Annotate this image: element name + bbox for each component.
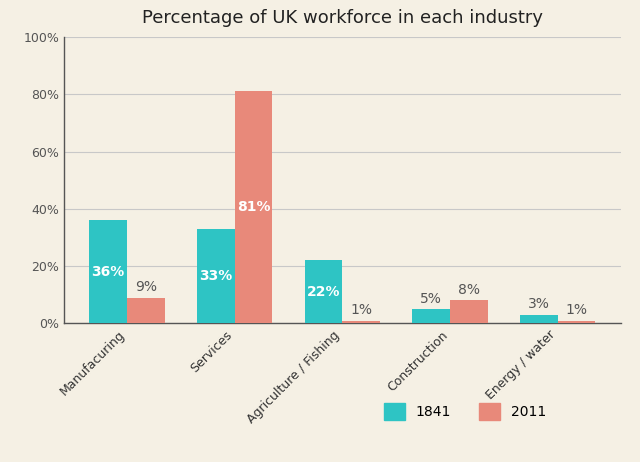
Bar <box>90 220 127 323</box>
Bar <box>342 321 380 323</box>
Bar <box>412 309 450 323</box>
Text: 33%: 33% <box>199 269 232 283</box>
Text: 8%: 8% <box>458 283 480 297</box>
Bar <box>197 229 235 323</box>
Title: Percentage of UK workforce in each industry: Percentage of UK workforce in each indus… <box>142 9 543 27</box>
Bar <box>520 315 558 323</box>
Text: 1%: 1% <box>350 303 372 317</box>
Text: 5%: 5% <box>420 292 442 306</box>
Bar <box>305 261 342 323</box>
Text: 22%: 22% <box>307 285 340 299</box>
Text: 81%: 81% <box>237 201 270 214</box>
Text: 9%: 9% <box>135 280 157 294</box>
Bar <box>235 91 273 323</box>
Bar <box>558 321 595 323</box>
Bar <box>127 298 164 323</box>
Text: 36%: 36% <box>92 265 125 279</box>
Legend: 1841, 2011: 1841, 2011 <box>378 397 552 426</box>
Text: 3%: 3% <box>528 298 550 311</box>
Text: 1%: 1% <box>566 303 588 317</box>
Bar <box>450 300 488 323</box>
